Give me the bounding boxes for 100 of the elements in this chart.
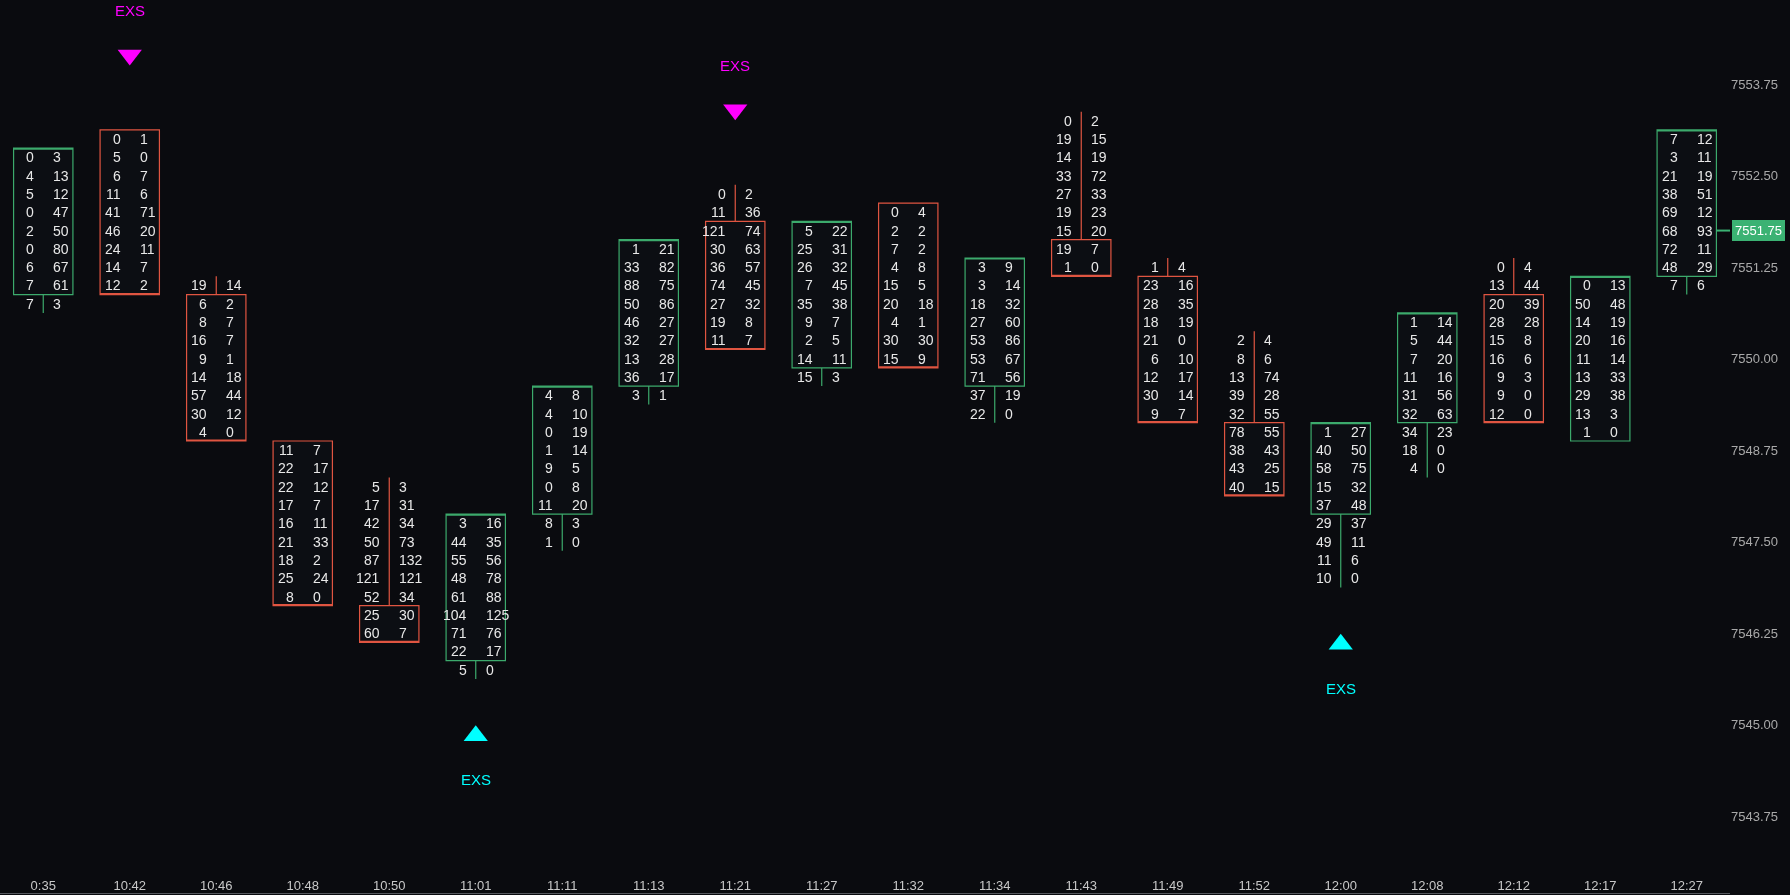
text: 2 4 — [1237, 332, 1272, 348]
text: 0 — [26, 241, 34, 257]
text: 0 2 — [718, 186, 753, 202]
text: 13 28 — [624, 351, 675, 367]
text: 24 — [313, 570, 329, 586]
text: 43 25 — [1229, 460, 1280, 476]
text: 7 — [140, 259, 148, 275]
annotation: 73 — [399, 534, 415, 550]
text: 14 18 — [191, 369, 242, 385]
text: 33 — [1056, 168, 1072, 184]
text: 18 32 — [970, 296, 1021, 312]
text: 27 33 — [1056, 186, 1107, 202]
text: 32 55 — [1229, 406, 1280, 422]
text: 8 6 — [1237, 351, 1272, 367]
text: 21 33 — [278, 534, 329, 550]
annotation: 14 — [105, 259, 121, 275]
annotation: 22 — [278, 460, 294, 476]
text: 23 16 — [1143, 277, 1194, 293]
text: 48 29 — [1662, 259, 1713, 275]
text: 9 3 — [1497, 369, 1532, 385]
x-tick-label: 10:50 — [372, 878, 406, 893]
text: 17 7 — [278, 497, 321, 513]
text: 15 20 — [1056, 223, 1107, 239]
x-tick-label: 10:46 — [199, 878, 233, 893]
text: 12 17 — [1143, 369, 1194, 385]
text: 16 7 — [191, 332, 234, 348]
text: 12 2 — [105, 277, 148, 293]
y-tick-label: 7551.25 — [1731, 259, 1778, 275]
text: 6 — [1151, 351, 1159, 367]
annotation: 10 — [1316, 570, 1332, 586]
text: 0 2 — [1064, 113, 1099, 129]
text: 13 33 — [1575, 369, 1626, 385]
text: 58 75 — [1316, 460, 1367, 476]
annotation: 121 — [356, 570, 380, 586]
annotation: 10 — [1178, 351, 1194, 367]
text: 11 7 — [279, 442, 321, 458]
text: 20 16 — [1575, 332, 1626, 348]
annotation: 48 — [451, 570, 467, 586]
text: 6 7 — [113, 168, 148, 184]
text: 74 45 — [710, 277, 761, 293]
text: 26 32 — [797, 259, 848, 275]
text: 11 6 — [106, 186, 148, 202]
text: 44 35 — [451, 534, 502, 550]
x-tick-label: 11:43 — [1065, 878, 1098, 893]
text: 0 4 — [1497, 259, 1532, 275]
text: 61 88 — [451, 589, 502, 605]
text: 34 23 — [1402, 424, 1453, 440]
text: 121 — [399, 570, 423, 586]
y-tick-label: 7553.75 — [1731, 76, 1778, 92]
text: 4 8 — [891, 259, 926, 275]
text: 11 6 — [1317, 552, 1359, 568]
text: 0 47 — [26, 204, 69, 220]
x-tick-label: 11:13 — [632, 878, 665, 893]
text: 17 — [313, 460, 329, 476]
text: 28 — [1264, 387, 1280, 403]
x-tick-label: 11:11 — [546, 878, 578, 893]
annotation: 72 — [1091, 168, 1107, 184]
text: 55 56 — [451, 552, 502, 568]
text: 88 75 — [624, 277, 675, 293]
text: 15 3 — [797, 369, 840, 385]
text: 14 19 — [1575, 314, 1626, 330]
text: 11 36 — [711, 204, 761, 220]
text: 15 5 — [883, 277, 926, 293]
x-tick-label: 10:48 — [286, 878, 320, 893]
text: 11 — [140, 241, 155, 257]
text: 50 48 — [1575, 296, 1626, 312]
text: 14 11 — [797, 351, 847, 367]
text: 9 0 — [1497, 387, 1532, 403]
text: 25 30 — [364, 607, 415, 623]
x-tick-label: 11:49 — [1151, 878, 1184, 893]
text: 22 0 — [970, 406, 1013, 422]
y-tick-label: 7546.25 — [1731, 625, 1778, 641]
text: 8 0 — [286, 589, 321, 605]
text: 0 1 — [113, 131, 148, 147]
text: 27 60 — [970, 314, 1021, 330]
x-tick-label: 12:27 — [1670, 878, 1704, 893]
text: 6 — [26, 259, 34, 275]
text: 9 7 — [1151, 406, 1186, 422]
text: 16 11 — [278, 515, 328, 531]
y-tick-label: 7548.75 — [1731, 442, 1778, 458]
text: 72 11 — [1662, 241, 1712, 257]
text: 1 14 — [545, 442, 588, 458]
text: 19 15 — [1056, 131, 1107, 147]
annotation: 50 — [53, 223, 69, 239]
text: 1 14 — [1410, 314, 1453, 330]
text: 9 5 — [545, 460, 580, 476]
x-tick-label: 11:52 — [1238, 878, 1271, 893]
text: 36 57 — [710, 259, 761, 275]
text: 21 0 — [1143, 332, 1186, 348]
text: 18 2 — [278, 552, 321, 568]
candlestick — [99, 129, 161, 296]
text: 68 — [1662, 223, 1678, 239]
candlestick — [877, 202, 939, 369]
text: 13 3 — [1575, 406, 1618, 422]
annotation: 48 — [1351, 497, 1367, 513]
annotation: 10 — [572, 406, 588, 422]
text: 20 18 — [883, 296, 934, 312]
text: EXS — [1326, 680, 1357, 697]
text: 6 2 — [199, 296, 234, 312]
text: 1 0 — [1064, 259, 1099, 275]
